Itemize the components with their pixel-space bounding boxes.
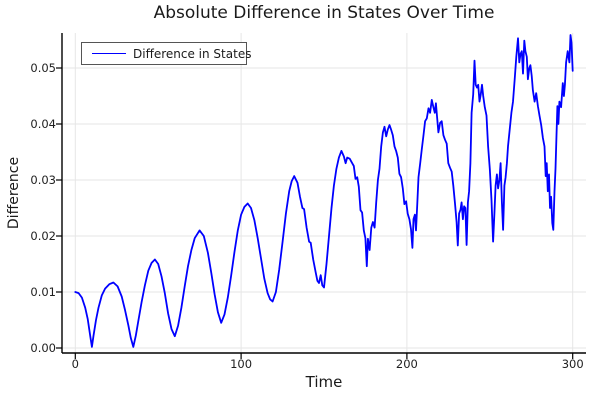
x-tick-label: 300	[561, 357, 584, 371]
chart-title: Absolute Difference in States Over Time	[153, 3, 495, 23]
legend-box: Difference in States	[81, 42, 251, 65]
y-tick-label: 0.02	[30, 229, 56, 243]
y-tick-label: 0.04	[30, 117, 56, 131]
y-tick-label: 0.03	[30, 173, 56, 187]
y-tick-label: 0.00	[30, 341, 56, 355]
legend-line-swatch	[92, 53, 126, 54]
legend-entry-label: Difference in States	[133, 46, 252, 61]
x-tick-label: 0	[71, 357, 79, 371]
difference-series-line	[74, 34, 574, 348]
x-tick-label: 200	[395, 357, 418, 371]
y-tick-label: 0.01	[30, 285, 56, 299]
y-axis-label: Difference	[6, 156, 22, 230]
y-tick-label: 0.05	[30, 61, 56, 75]
x-tick-label: 100	[230, 357, 253, 371]
x-axis-label: Time	[305, 373, 343, 391]
tick-marks	[56, 67, 574, 359]
grid-lines	[62, 33, 586, 353]
